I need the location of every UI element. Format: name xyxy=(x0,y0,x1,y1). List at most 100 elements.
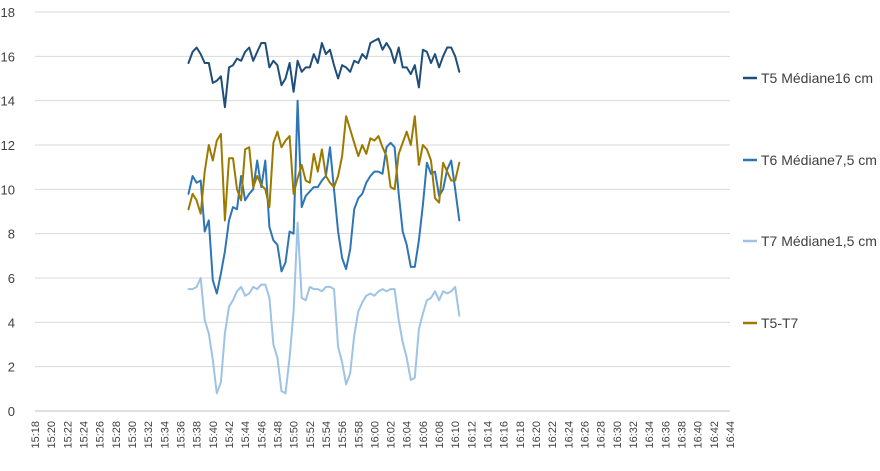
data-point xyxy=(196,182,198,184)
data-point xyxy=(325,175,327,177)
data-point xyxy=(216,392,218,394)
data-point xyxy=(277,244,279,246)
series-lines xyxy=(187,37,461,395)
data-point xyxy=(252,60,254,62)
data-point xyxy=(317,62,319,64)
x-tick-label: 16:22 xyxy=(547,421,559,449)
data-point xyxy=(394,188,396,190)
data-point xyxy=(204,319,206,321)
data-point xyxy=(228,67,230,69)
data-point xyxy=(406,67,408,69)
data-point xyxy=(313,53,315,55)
y-tick-label: 18 xyxy=(1,5,15,20)
data-point xyxy=(341,155,343,157)
x-tick-label: 15:30 xyxy=(127,421,139,449)
data-point xyxy=(357,155,359,157)
data-point xyxy=(269,206,271,208)
data-point xyxy=(382,288,384,290)
data-point xyxy=(349,129,351,131)
x-tick-label: 15:58 xyxy=(353,421,365,449)
data-point xyxy=(325,286,327,288)
legend-label: T6 Médiane7,5 cm xyxy=(761,152,877,168)
data-point xyxy=(414,115,416,117)
data-point xyxy=(313,153,315,155)
data-point xyxy=(208,333,210,335)
data-point xyxy=(192,51,194,53)
x-tick-label: 16:26 xyxy=(580,421,592,449)
data-point xyxy=(200,53,202,55)
data-point xyxy=(196,47,198,49)
data-point xyxy=(200,213,202,215)
data-point xyxy=(188,208,190,210)
data-point xyxy=(333,288,335,290)
data-point xyxy=(450,47,452,49)
x-tick-label: 16:16 xyxy=(499,421,511,449)
data-point xyxy=(293,310,295,312)
data-point xyxy=(285,262,287,264)
data-point xyxy=(386,290,388,292)
data-point xyxy=(220,75,222,77)
data-point xyxy=(446,171,448,173)
data-point xyxy=(361,53,363,55)
data-point xyxy=(224,220,226,222)
data-point xyxy=(212,160,214,162)
data-point xyxy=(293,233,295,235)
data-point xyxy=(450,180,452,182)
x-tick-label: 16:06 xyxy=(418,421,430,449)
data-point xyxy=(402,341,404,343)
data-point xyxy=(430,160,432,162)
data-point xyxy=(264,42,266,44)
data-point xyxy=(402,67,404,69)
x-tick-label: 16:00 xyxy=(369,421,381,449)
data-point xyxy=(370,293,372,295)
x-tick-label: 16:30 xyxy=(612,421,624,449)
data-point xyxy=(374,40,376,42)
data-point xyxy=(374,140,376,142)
data-point xyxy=(378,290,380,292)
data-point xyxy=(382,146,384,148)
data-point xyxy=(394,288,396,290)
data-point xyxy=(422,204,424,206)
data-point xyxy=(329,49,331,51)
data-point xyxy=(454,180,456,182)
data-point xyxy=(333,188,335,190)
data-point xyxy=(386,155,388,157)
data-point xyxy=(228,157,230,159)
data-point xyxy=(321,180,323,182)
data-point xyxy=(361,302,363,304)
data-point xyxy=(297,60,299,62)
data-point xyxy=(200,277,202,279)
x-tick-label: 16:44 xyxy=(725,421,737,449)
data-point xyxy=(232,64,234,66)
data-point xyxy=(192,175,194,177)
data-point xyxy=(289,357,291,359)
gridlines xyxy=(35,11,730,412)
data-point xyxy=(414,377,416,379)
x-tick-label: 16:20 xyxy=(531,421,543,449)
data-point xyxy=(426,51,428,53)
data-point xyxy=(454,286,456,288)
data-point xyxy=(281,146,283,148)
x-tick-label: 16:34 xyxy=(644,421,656,449)
data-point xyxy=(353,335,355,337)
data-point xyxy=(204,171,206,173)
data-point xyxy=(188,288,190,290)
data-point xyxy=(224,251,226,253)
data-point xyxy=(345,115,347,117)
data-point xyxy=(317,288,319,290)
data-point xyxy=(240,200,242,202)
data-point xyxy=(398,47,400,49)
x-tick-label: 15:40 xyxy=(208,421,220,449)
data-point xyxy=(434,171,436,173)
data-point xyxy=(273,60,275,62)
data-point xyxy=(394,62,396,64)
data-point xyxy=(394,146,396,148)
data-point xyxy=(321,42,323,44)
data-point xyxy=(240,175,242,177)
series-line-3 xyxy=(187,221,461,395)
legend-label: T5 Médiane16 cm xyxy=(761,70,873,86)
data-point xyxy=(361,144,363,146)
x-tick-label: 15:44 xyxy=(240,421,252,449)
data-point xyxy=(248,293,250,295)
data-point xyxy=(260,42,262,44)
